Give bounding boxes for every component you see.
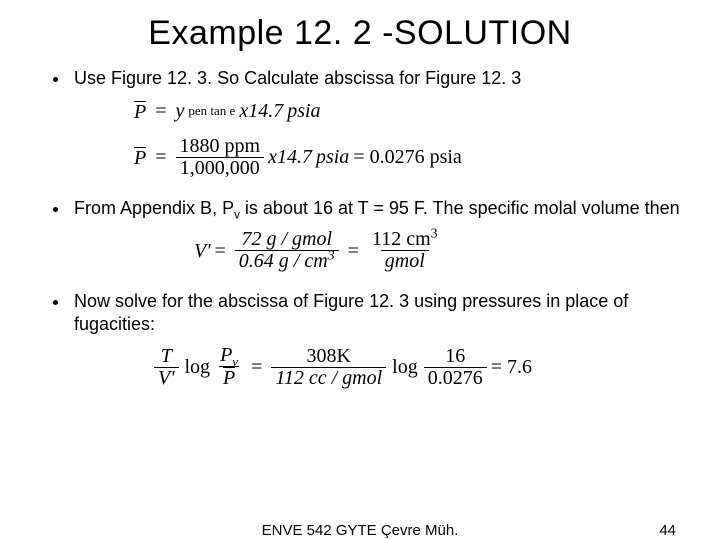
- frac2-den-text: 0.64 g / cm: [239, 250, 328, 272]
- bullet-2-text-b: is about 16 at T = 95 F. The specific mo…: [240, 198, 680, 218]
- equals-3: =: [215, 240, 231, 262]
- frac6-den: 112 cc / gmol: [271, 367, 386, 389]
- frac3-num: 112 cm3: [368, 229, 442, 250]
- bullet-2: From Appendix B, Pv is about 16 at T = 9…: [70, 197, 680, 273]
- frac2-num-text: 72 g / gmol: [241, 228, 332, 250]
- slide-title: Example 12. 2 -SOLUTION: [40, 14, 680, 53]
- frac1-den: 1,000,000: [176, 157, 264, 179]
- y-symbol: y: [176, 100, 185, 122]
- fraction-6: 308K 112 cc / gmol: [271, 346, 386, 389]
- fraction-3: 112 cm3 gmol: [368, 229, 442, 272]
- frac7-den: 0.0276: [424, 367, 487, 389]
- equation-block-3: T V' log Pv P = 308K: [154, 345, 680, 389]
- bullet-3-text: Now solve for the abscissa of Figure 12.…: [74, 291, 628, 334]
- x147-2: x14.7: [268, 146, 312, 168]
- pbar-symbol: P: [134, 101, 146, 121]
- pv-var: P: [220, 344, 232, 366]
- frac1-num-text: 1880 ppm: [180, 135, 261, 157]
- x147-1: x14.7: [239, 100, 283, 122]
- fraction-1: 1880 ppm 1,000,000: [176, 136, 265, 179]
- log-2: log: [392, 356, 418, 378]
- equation-2: P = 1880 ppm 1,000,000 x14.7 psia = 0.02…: [134, 136, 680, 179]
- fraction-5: Pv P: [216, 345, 242, 389]
- pbar-symbol-2: P: [134, 147, 146, 167]
- frac2-den: 0.64 g / cm3: [235, 250, 339, 272]
- pbar-symbol-3: P: [223, 367, 235, 387]
- equation-4: T V' log Pv P = 308K: [154, 345, 680, 389]
- bullet-list: Use Figure 12. 3. So Calculate abscissa …: [40, 67, 680, 389]
- equals-1: =: [150, 100, 171, 122]
- footer-page-number: 44: [659, 522, 676, 539]
- eq2-result: = 0.0276 psia: [353, 146, 462, 168]
- equals-3b: =: [343, 240, 364, 262]
- frac4-num: T: [157, 346, 176, 367]
- psia-1: psia: [287, 100, 320, 122]
- bullet-1-text: Use Figure 12. 3. So Calculate abscissa …: [74, 68, 521, 88]
- frac6-num: 308K: [303, 346, 355, 367]
- bullet-1: Use Figure 12. 3. So Calculate abscissa …: [70, 67, 680, 179]
- frac2-num: 72 g / gmol: [237, 229, 336, 250]
- eq4-result: = 7.6: [491, 356, 532, 378]
- equation-1: P = y pen tan e x14.7 psia: [134, 100, 680, 122]
- fraction-4: T V': [154, 346, 179, 389]
- frac7-num: 16: [441, 346, 469, 367]
- fraction-2: 72 g / gmol 0.64 g / cm3: [235, 229, 339, 272]
- footer-center-text: ENVE 542 GYTE Çevre Müh.: [262, 522, 459, 539]
- equation-block-2: V' = 72 g / gmol 0.64 g / cm3 = 112 c: [194, 229, 680, 272]
- equals-4: =: [246, 356, 267, 378]
- frac4-den: V': [154, 367, 179, 389]
- log-1: log: [185, 356, 211, 378]
- bullet-2-text-a: From Appendix B, P: [74, 198, 234, 218]
- frac3-num-text: 112 cm: [372, 228, 431, 250]
- vprime-symbol: V': [194, 240, 211, 262]
- psia-2: psia: [316, 146, 349, 168]
- frac1-num: 1880 ppm: [176, 136, 265, 157]
- frac5-num: Pv: [216, 345, 242, 366]
- frac5-den: P: [219, 366, 239, 389]
- frac3-num-sup: 3: [431, 226, 438, 241]
- equation-block-1: P = y pen tan e x14.7 psia P = 1880 ppm: [134, 100, 680, 179]
- frac2-den-sup: 3: [328, 248, 335, 263]
- fraction-7: 16 0.0276: [424, 346, 487, 389]
- equation-3: V' = 72 g / gmol 0.64 g / cm3 = 112 c: [194, 229, 680, 272]
- slide-container: Example 12. 2 -SOLUTION Use Figure 12. 3…: [0, 0, 720, 540]
- bullet-3: Now solve for the abscissa of Figure 12.…: [70, 290, 680, 389]
- equals-2: =: [150, 146, 171, 168]
- frac3-den: gmol: [381, 250, 429, 272]
